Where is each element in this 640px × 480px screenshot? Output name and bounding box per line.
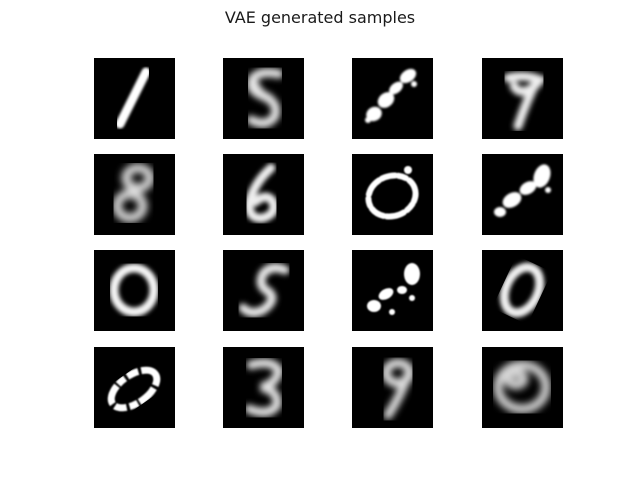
sample-7-fragmented-ring	[352, 154, 433, 235]
sample-8-fragmented-blob	[482, 154, 563, 235]
sample-6-digit-six	[223, 154, 304, 235]
sample-11-fragmented-blob	[352, 250, 433, 331]
sample-13-fragmented-zero	[94, 347, 175, 428]
sample-3-fragmented-stroke	[352, 58, 433, 139]
figure-title: VAE generated samples	[224, 8, 416, 27]
sample-16-digit-six-eight-blurry	[482, 347, 563, 428]
sample-15-digit-nine-blurry	[352, 347, 433, 428]
sample-14-digit-three-five	[223, 347, 304, 428]
sample-12-digit-zero-slanted	[482, 250, 563, 331]
sample-2-digit-five-eight	[223, 58, 304, 139]
sample-1-digit-one	[94, 58, 175, 139]
sample-10-digit-five	[223, 250, 304, 331]
sample-9-digit-zero	[94, 250, 175, 331]
sample-4-digit-seven	[482, 58, 563, 139]
sample-5-digit-eight-blurry	[94, 154, 175, 235]
sample-grid	[94, 58, 564, 428]
